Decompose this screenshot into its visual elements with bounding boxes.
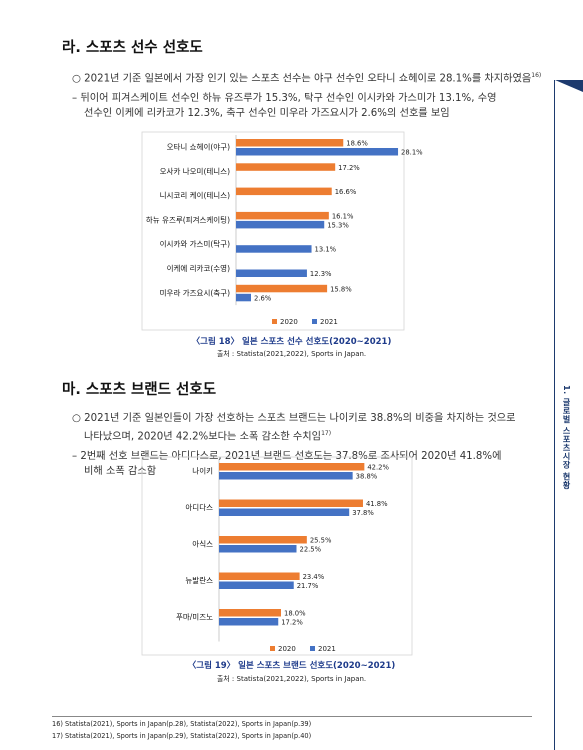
bar-2020 <box>219 536 307 544</box>
bar-2021 <box>219 618 279 626</box>
side-tab-corner <box>555 80 583 92</box>
brands-paragraph-2: – 2번째 선호 브랜드는 아디다스로, 2021년 브랜드 선호도는 37.8… <box>72 449 542 479</box>
bar-2020 <box>219 463 365 471</box>
bar-2021 <box>219 545 297 553</box>
category-label: 아디다스 <box>185 502 213 512</box>
data-label-2020: 18.0% <box>284 610 306 618</box>
legend-swatch-2020 <box>272 319 277 324</box>
chart-18-caption: 〈그림 18〉 일본 스포츠 선수 선호도(2020~2021) <box>191 337 392 347</box>
athletes-paragraph-2-line-1: – 뒤이어 피겨스케이트 선수인 하뉴 유즈루가 15.3%, 탁구 선수인 이… <box>72 93 497 104</box>
brands-paragraph-1: ○ 2021년 기준 일본인들이 가장 선호하는 스포츠 브랜드는 나이키로 3… <box>72 411 542 444</box>
bar-2020 <box>236 284 328 293</box>
chapter-side-tab: 1. 글로벌 스포츠시장 현황 <box>554 80 583 750</box>
footnote-17: 17) Statista(2021), Sports in Japan(p.29… <box>52 732 312 740</box>
legend-label-2021: 2021 <box>320 318 338 326</box>
data-label-2020: 23.4% <box>303 573 325 581</box>
legend-swatch-2021 <box>310 646 315 651</box>
athletes-paragraph-2: – 뒤이어 피겨스케이트 선수인 하뉴 유즈루가 15.3%, 탁구 선수인 이… <box>72 91 542 121</box>
legend-label-2020: 2020 <box>280 318 298 326</box>
chapter-label: 1. 글로벌 스포츠시장 현황 <box>562 385 571 490</box>
legend-swatch-2020 <box>270 646 275 651</box>
category-label: 하뉴 유즈루(피겨스케이팅) <box>146 214 230 224</box>
category-label: 뉴발란스 <box>185 575 213 585</box>
data-label-2021: 28.1% <box>401 149 423 157</box>
chart-frame <box>141 131 405 331</box>
chart-frame <box>141 456 413 656</box>
category-label: 미우라 가즈요시(축구) <box>160 288 230 297</box>
category-label: 오사카 나오미(테니스) <box>160 167 230 176</box>
bar-2021 <box>219 508 350 516</box>
data-label-2021: 38.8% <box>356 473 378 481</box>
data-label-2020: 42.2% <box>367 464 389 472</box>
brands-paragraph-1-line-2: 나타났으며, 2020년 42.2%보다는 소폭 감소한 수치임 <box>84 431 322 443</box>
bar-2021 <box>236 269 307 277</box>
category-label: 이케에 리카코(수영) <box>167 263 231 273</box>
data-label-2021: 15.3% <box>327 221 349 229</box>
data-label-2020: 18.6% <box>346 140 368 148</box>
bar-2020 <box>219 499 363 507</box>
category-label: 아식스 <box>192 539 213 549</box>
data-label-2020: 17.2% <box>338 164 360 172</box>
bar-2020 <box>219 609 281 617</box>
legend-swatch-2021 <box>312 319 317 324</box>
brands-preference-chart: 나이키 42.2%38.8% 아디다스 41.8%37.8% 아식스 25.5%22.5%… <box>141 456 413 656</box>
bar-2021 <box>236 148 399 156</box>
category-label: 이시카와 가스미(탁구) <box>160 239 230 249</box>
bar-2020 <box>236 163 336 171</box>
bar-2021 <box>219 472 353 480</box>
athletes-paragraph-2-line-2: 선수인 이케에 리카코가 12.3%, 축구 선수인 미우라 가즈요시가 2.6… <box>84 108 450 119</box>
chart-18-source: 출처 : Statista(2021,2022), Sports in Japa… <box>216 350 367 358</box>
bar-2021 <box>219 581 294 589</box>
category-label: 푸마/미즈노 <box>176 613 213 622</box>
athletes-preference-chart: 오타니 쇼헤이(야구) 18.6% 28.1% 오사카 나오미(테니스) 17.2% 니시… <box>141 131 423 331</box>
data-label-2021: 12.3% <box>310 270 332 278</box>
athletes-paragraph-1: ○ 2021년 기준 일본에서 가장 인기 있는 스포츠 선수는 야구 선수인 … <box>72 68 542 86</box>
section-title-brands: 마. 스포츠 브랜드 선호도 <box>62 382 217 398</box>
chart-19-caption: 〈그림 19〉 일본 스포츠 브랜드 선호도(2020~2021) <box>187 661 396 671</box>
data-label-2020: 16.6% <box>335 188 357 196</box>
footnote-ref-16: 16) <box>531 72 542 79</box>
legend-label-2020: 2020 <box>278 645 296 653</box>
data-label-2021: 37.8% <box>352 509 374 517</box>
data-label-2020: 16.1% <box>332 212 354 220</box>
footnote-16: 16) Statista(2021), Sports in Japan(p.28… <box>52 720 312 728</box>
bar-2021 <box>236 245 312 253</box>
data-label-2021: 22.5% <box>300 546 322 554</box>
data-label-2020: 15.8% <box>330 285 352 293</box>
footnote-ref-17: 17) <box>321 430 332 437</box>
section-title-athletes: 라. 스포츠 선수 선호도 <box>62 40 203 56</box>
data-label-2020: 41.8% <box>366 500 388 508</box>
bar-2021 <box>236 293 251 302</box>
data-label-2020: 25.5% <box>310 537 332 545</box>
data-label-2021: 2.6% <box>254 294 272 302</box>
data-label-2021: 21.7% <box>297 582 319 590</box>
brands-paragraph-2-line-1: – 2번째 선호 브랜드는 아디다스로, 2021년 브랜드 선호도는 37.8… <box>72 451 502 462</box>
category-label: 니시코리 케이(테니스) <box>160 190 230 200</box>
brands-paragraph-2-line-2: 비해 소폭 감소함 <box>84 466 157 477</box>
legend-label-2021: 2021 <box>318 645 336 653</box>
bar-2020 <box>219 572 300 580</box>
bar-2021 <box>236 220 325 229</box>
data-label-2021: 13.1% <box>315 246 337 254</box>
category-label: 나이키 <box>192 466 213 476</box>
category-label: 오타니 쇼헤이(야구) <box>167 142 231 152</box>
footnote-divider <box>52 716 532 717</box>
bar-2020 <box>236 139 344 147</box>
brands-paragraph-1-line-1: ○ 2021년 기준 일본인들이 가장 선호하는 스포츠 브랜드는 나이키로 3… <box>72 413 516 424</box>
data-label-2021: 17.2% <box>281 619 303 627</box>
chart-19-source: 출처 : Statista(2021,2022), Sports in Japa… <box>216 675 367 683</box>
athletes-paragraph-1-text: ○ 2021년 기준 일본에서 가장 인기 있는 스포츠 선수는 야구 선수인 … <box>72 73 532 85</box>
bar-2020 <box>236 211 329 220</box>
bar-2020 <box>236 187 332 196</box>
